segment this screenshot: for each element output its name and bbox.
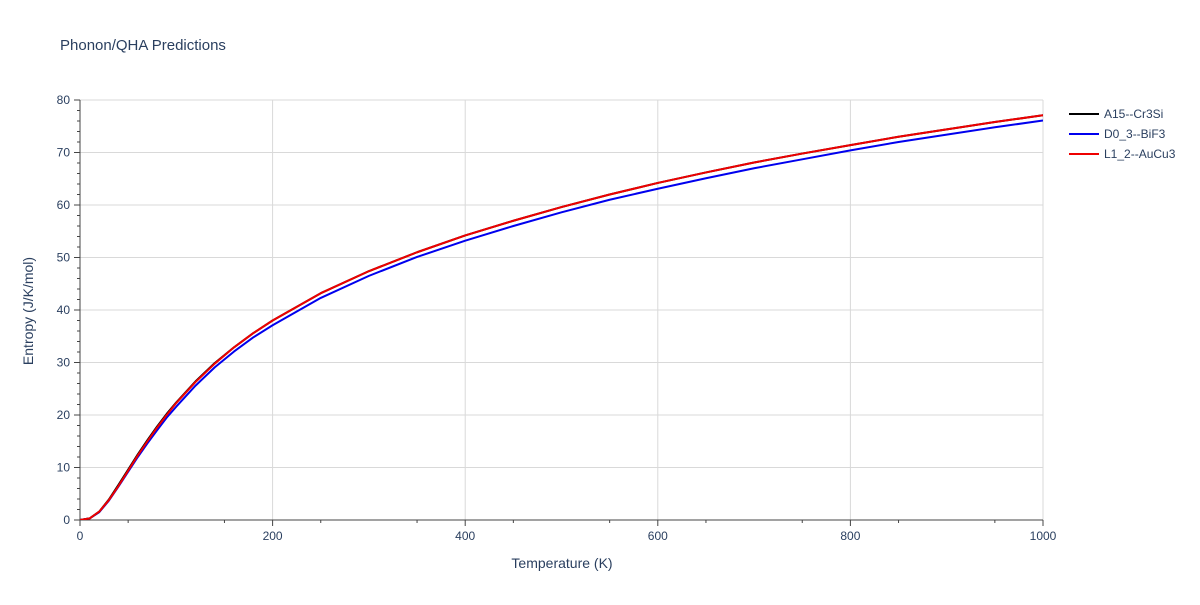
legend-label: D0_3--BiF3 <box>1104 127 1166 141</box>
x-tick-label: 800 <box>840 529 860 543</box>
x-tick-label: 400 <box>455 529 475 543</box>
y-tick-label: 80 <box>57 93 71 107</box>
legend-item: L1_2--AuCu3 <box>1069 147 1176 161</box>
chart-title: Phonon/QHA Predictions <box>60 37 226 54</box>
x-tick-label: 600 <box>648 529 668 543</box>
legend: A15--Cr3Si D0_3--BiF3 L1_2--AuCu3 <box>1069 107 1176 161</box>
y-tick-label: 30 <box>57 356 71 370</box>
x-tick-label: 0 <box>77 529 84 543</box>
x-tick-label: 1000 <box>1030 529 1057 543</box>
y-tick-label: 70 <box>57 146 71 160</box>
legend-label: L1_2--AuCu3 <box>1104 147 1176 161</box>
y-axis-label: Entropy (J/K/mol) <box>20 257 36 365</box>
x-tick-label: 200 <box>263 529 283 543</box>
legend-item: D0_3--BiF3 <box>1069 127 1166 141</box>
y-tick-label: 40 <box>57 303 71 317</box>
x-axis-label: Temperature (K) <box>511 555 612 571</box>
y-tick-label: 60 <box>57 198 71 212</box>
y-tick-label: 10 <box>57 461 71 475</box>
y-tick-label: 0 <box>63 513 70 527</box>
y-tick-label: 50 <box>57 251 71 265</box>
grid-layer <box>80 99 1044 520</box>
series-line-L1_2--AuCu3 <box>80 114 1043 520</box>
series-layer <box>80 114 1043 520</box>
axes-layer: 0 200 400 600 800 1000 0 10 20 30 40 50 60 70 80 <box>57 93 1057 543</box>
y-tick-label: 20 <box>57 408 71 422</box>
legend-item: A15--Cr3Si <box>1069 107 1163 121</box>
legend-label: A15--Cr3Si <box>1104 107 1163 121</box>
